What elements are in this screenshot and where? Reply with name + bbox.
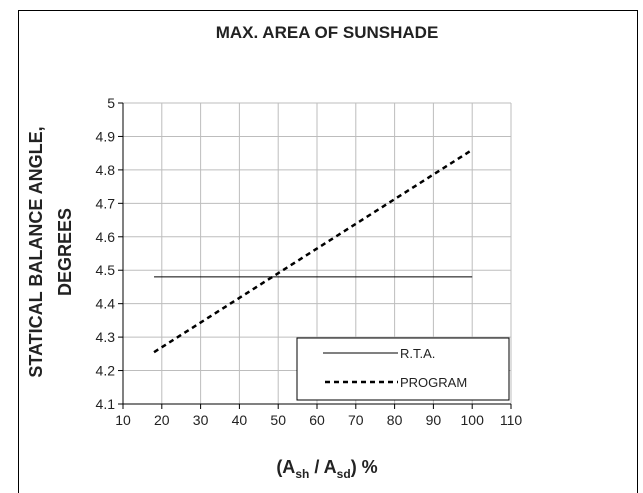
y-axis-label: STATICAL BALANCE ANGLE, DEGREES	[26, 126, 75, 377]
y-tick-label: 4.5	[96, 262, 116, 278]
x-axis-label: (Ash / Asd) %	[276, 457, 377, 481]
y-tick-label: 5	[107, 95, 115, 111]
tick-labels: 10 20 30 40 50 60 70 80 90 100 110 4.1 4.2 4.3 4.4 4.5 4…	[96, 95, 523, 428]
x-tick-label: 70	[348, 412, 364, 428]
y-axis-label-line-2: DEGREES	[55, 208, 75, 296]
x-tick-label: 40	[232, 412, 248, 428]
y-tick-label: 4.8	[96, 162, 116, 178]
y-tick-label: 4.1	[96, 396, 116, 412]
y-tick-label: 4.3	[96, 329, 116, 345]
legend-box	[296, 337, 510, 401]
y-tick-label: 4.2	[96, 363, 116, 379]
series-line-program	[153, 148, 473, 354]
series-lines	[153, 148, 473, 354]
y-tick-label: 4.7	[96, 195, 116, 211]
legend-label-program: PROGRAM	[400, 375, 467, 390]
x-tick-label: 80	[387, 412, 403, 428]
x-tick-label: 90	[426, 412, 442, 428]
chart-frame	[18, 10, 638, 493]
x-tick-label: 20	[154, 412, 170, 428]
chart-title: MAX. AREA OF SUNSHADE	[216, 23, 439, 42]
y-tick-label: 4.4	[96, 296, 116, 312]
axes	[118, 102, 512, 409]
x-tick-label: 110	[500, 412, 523, 428]
x-tick-label: 10	[115, 412, 131, 428]
y-axis-label-line-1: STATICAL BALANCE ANGLE,	[26, 126, 46, 377]
legend-label-rta: R.T.A.	[400, 346, 435, 361]
x-tick-label: 30	[193, 412, 209, 428]
y-tick-label: 4.6	[96, 229, 116, 245]
legend: R.T.A. PROGRAM	[296, 337, 510, 401]
x-tick-label: 50	[270, 412, 286, 428]
y-tick-label: 4.9	[96, 128, 116, 144]
grid-lines	[123, 102, 512, 404]
x-tick-label: 100	[461, 412, 485, 428]
x-tick-label: 60	[309, 412, 325, 428]
